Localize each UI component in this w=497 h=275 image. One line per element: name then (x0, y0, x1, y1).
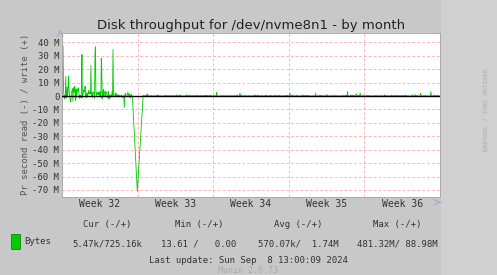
Text: 570.07k/  1.74M: 570.07k/ 1.74M (258, 239, 338, 248)
Text: Min (-/+): Min (-/+) (174, 220, 223, 229)
Text: Last update: Sun Sep  8 13:00:09 2024: Last update: Sun Sep 8 13:00:09 2024 (149, 256, 348, 265)
Y-axis label: Pr second read (-) / write (+): Pr second read (-) / write (+) (21, 34, 30, 196)
Text: Avg (-/+): Avg (-/+) (274, 220, 323, 229)
Text: 481.32M/ 88.98M: 481.32M/ 88.98M (357, 239, 438, 248)
Title: Disk throughput for /dev/nvme8n1 - by month: Disk throughput for /dev/nvme8n1 - by mo… (97, 19, 405, 32)
Text: 5.47k/725.16k: 5.47k/725.16k (72, 239, 142, 248)
Text: Cur (-/+): Cur (-/+) (83, 220, 131, 229)
Text: 13.61 /   0.00: 13.61 / 0.00 (161, 239, 237, 248)
Text: Munin 2.0.73: Munin 2.0.73 (219, 266, 278, 275)
Text: Bytes: Bytes (24, 237, 51, 246)
Text: RRDTOOL / TOBI OETIKER: RRDTOOL / TOBI OETIKER (484, 69, 489, 151)
Text: Max (-/+): Max (-/+) (373, 220, 422, 229)
